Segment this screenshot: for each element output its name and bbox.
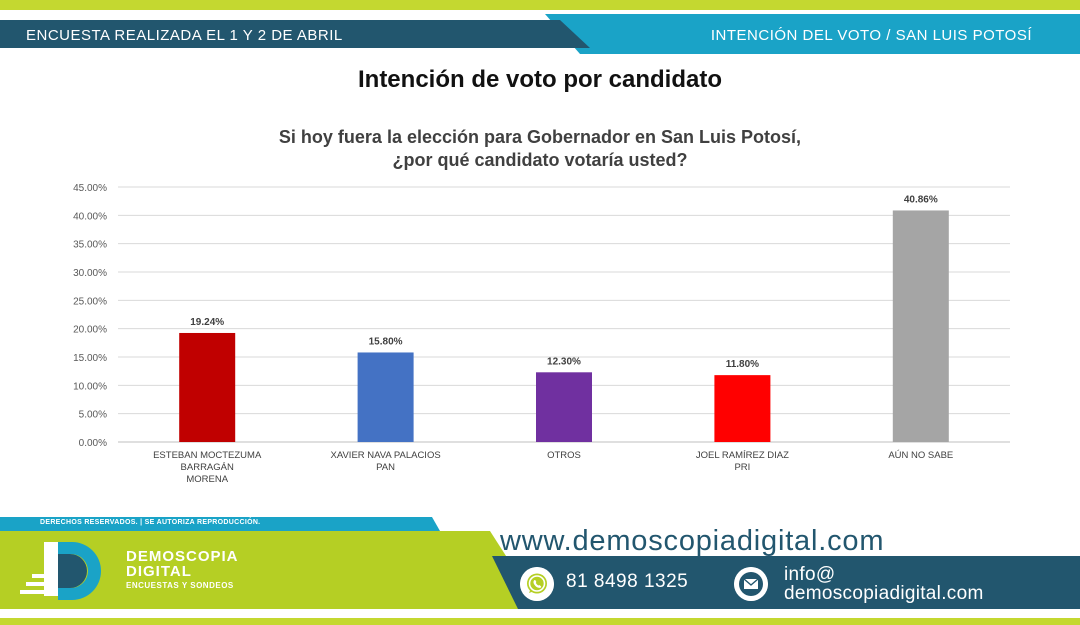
- x-tick-label: ESTEBAN MOCTEZUMA: [153, 450, 262, 461]
- bar: [536, 372, 592, 442]
- header-right-band: [545, 14, 1080, 54]
- bar: [357, 352, 414, 442]
- bar: [892, 210, 949, 442]
- chart-title-line: ¿por qué candidato votaría usted?: [392, 150, 688, 170]
- brand-name-line: DEMOSCOPIA: [126, 548, 239, 565]
- y-tick-label: 10.00%: [73, 381, 107, 392]
- email-line: demoscopiadigital.com: [784, 583, 984, 604]
- x-tick-label: MORENA: [186, 474, 228, 485]
- bar: [714, 375, 771, 442]
- chart-title-line: Si hoy fuera la elección para Gobernador…: [278, 127, 802, 147]
- data-label: 11.80%: [726, 359, 759, 370]
- x-tick-label: JOEL RAMÍREZ DIAZ: [696, 450, 789, 461]
- y-tick-label: 45.00%: [73, 183, 107, 194]
- email-line: info@: [784, 564, 836, 585]
- data-label: 15.80%: [369, 336, 403, 347]
- data-label: 19.24%: [190, 317, 224, 328]
- y-tick-label: 30.00%: [73, 268, 107, 279]
- data-label: 12.30%: [547, 356, 581, 367]
- x-tick-label: BARRAGÁN: [181, 462, 234, 473]
- x-tick-label: OTROS: [547, 450, 581, 461]
- website-link[interactable]: www.demoscopiadigital.com: [500, 525, 885, 557]
- rights-text: DERECHOS RESERVADOS. | SE AUTORIZA REPRO…: [40, 519, 261, 526]
- page-title: Intención de voto por candidato: [357, 66, 722, 93]
- footer-contact-panel: [492, 556, 1080, 609]
- rights-strip: [0, 517, 440, 531]
- y-tick-label: 25.00%: [73, 296, 107, 307]
- brand-tagline: ENCUESTAS Y SONDEOS: [126, 581, 234, 590]
- y-tick-label: 40.00%: [73, 211, 107, 222]
- bar: [179, 332, 236, 442]
- bar-chart: 0.00% 5.00% 10.00% 15.00% 20.00% 25.00% 30.00%…: [73, 183, 1010, 485]
- x-tick-label: PRI: [734, 462, 750, 473]
- y-tick-label: 0.00%: [79, 438, 107, 449]
- whatsapp-icon: [520, 567, 554, 601]
- brand-name-line: DIGITAL: [126, 563, 192, 580]
- data-label: 40.86%: [904, 194, 938, 205]
- x-tick-label: PAN: [376, 462, 395, 473]
- section-label: INTENCIÓN DEL VOTO / SAN LUIS POTOSÍ: [710, 27, 1032, 44]
- x-tick-label: AÚN NO SABE: [888, 450, 953, 461]
- y-tick-label: 20.00%: [73, 325, 107, 336]
- y-tick-label: 5.00%: [79, 410, 107, 421]
- mail-icon: [734, 567, 768, 601]
- phone-number[interactable]: 81 8498 1325: [566, 571, 689, 592]
- top-accent-bar: [0, 0, 1080, 10]
- email-address[interactable]: info@ demoscopiadigital.com: [784, 565, 984, 603]
- demoscopia-logo-icon: [20, 542, 101, 600]
- bottom-accent-bar: [0, 618, 1080, 625]
- y-tick-label: 35.00%: [73, 240, 107, 251]
- brand-name: DEMOSCOPIA DIGITAL: [126, 549, 239, 579]
- y-tick-label: 15.00%: [73, 353, 107, 364]
- survey-date-label: ENCUESTA REALIZADA EL 1 Y 2 DE ABRIL: [26, 27, 343, 44]
- x-tick-label: XAVIER NAVA PALACIOS: [331, 450, 441, 461]
- chart-title: Si hoy fuera la elección para Gobernador…: [0, 126, 1080, 172]
- header-left-band: [0, 20, 590, 48]
